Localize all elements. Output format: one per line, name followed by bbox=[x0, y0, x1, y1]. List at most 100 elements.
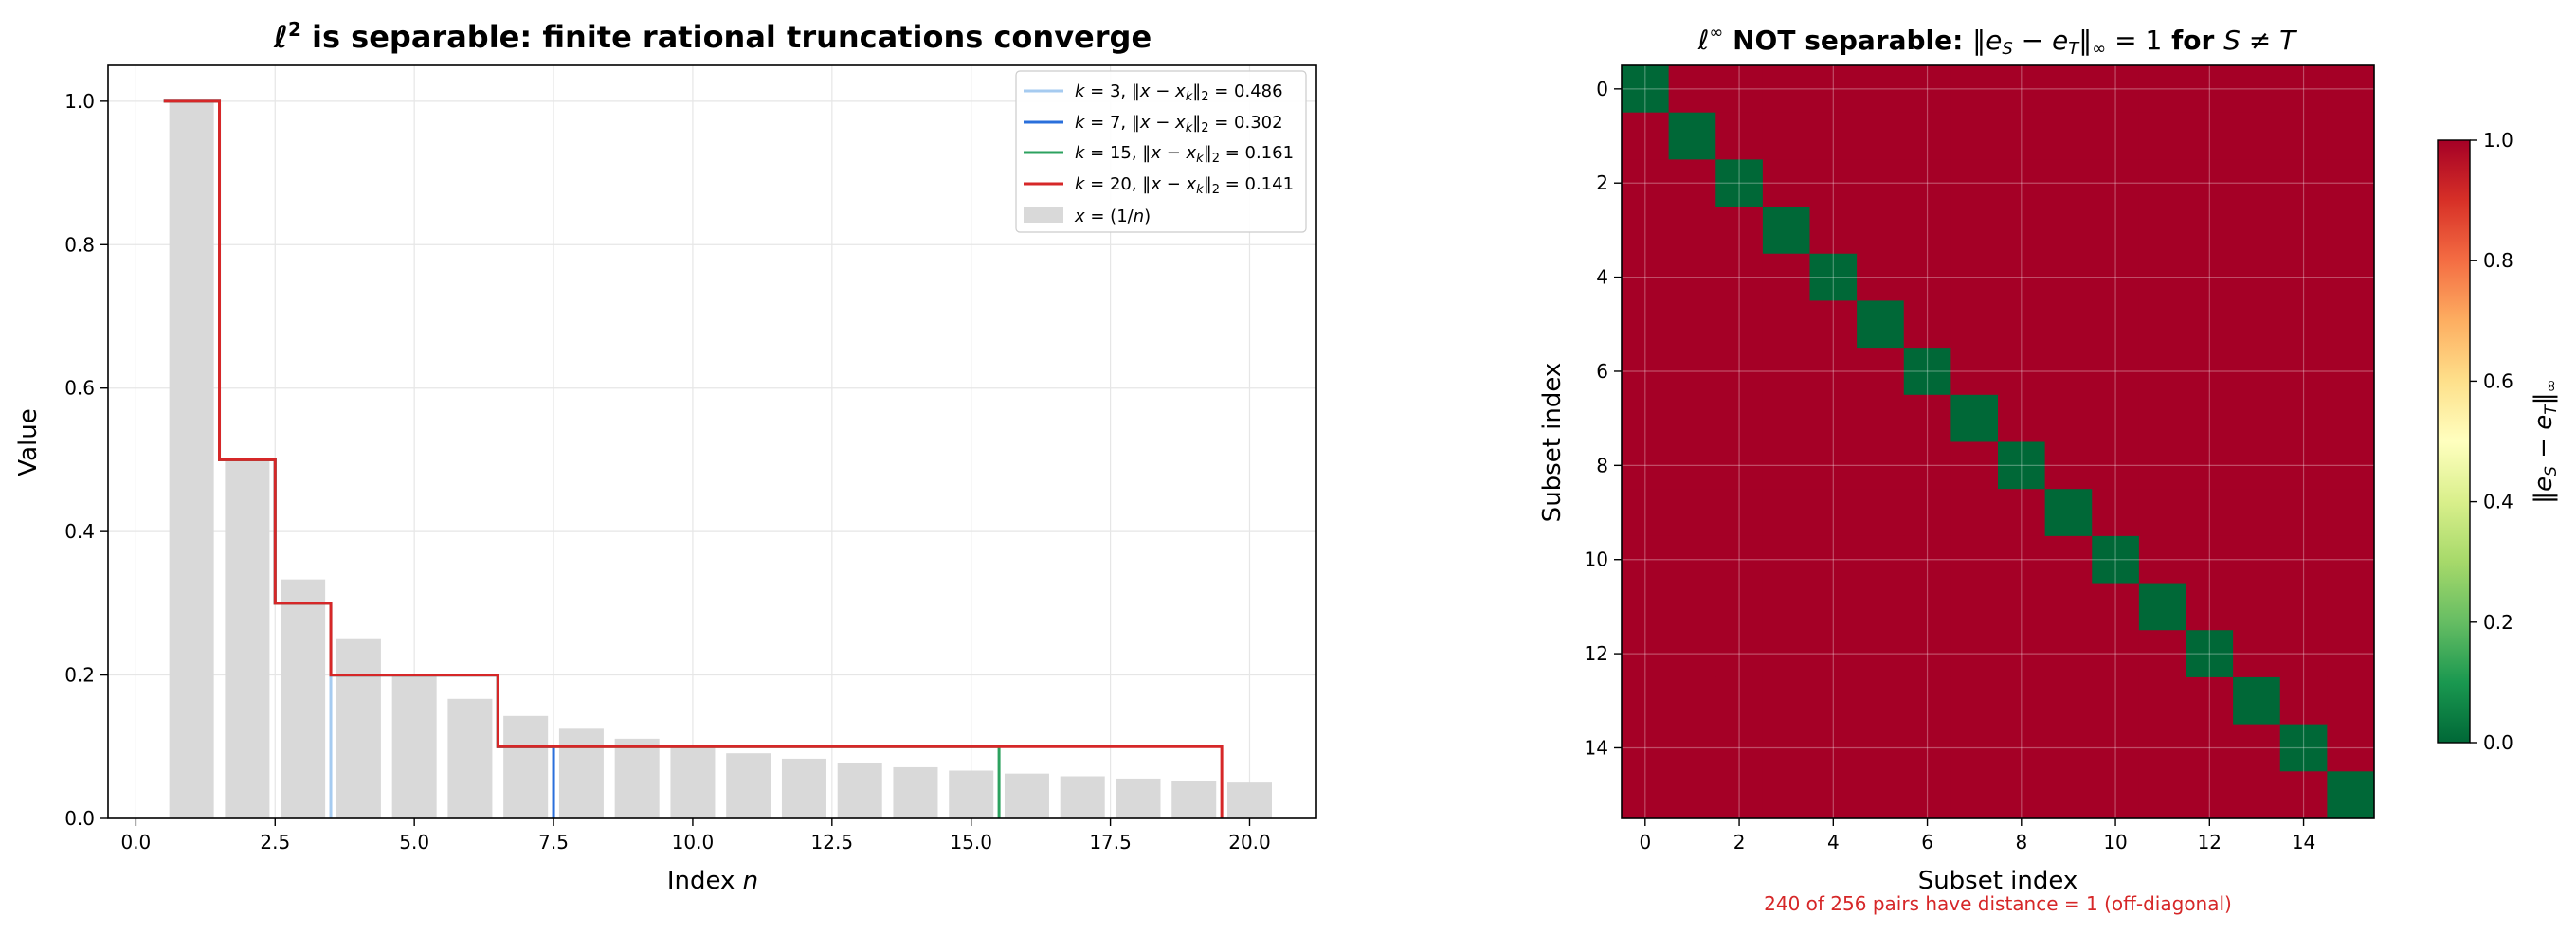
heatmap-cell bbox=[1857, 630, 1905, 678]
heatmap-cell bbox=[1668, 489, 1716, 537]
l2-x-tick-label: 0.0 bbox=[120, 831, 151, 853]
heatmap-cell bbox=[2044, 630, 2093, 678]
heatmap-cell bbox=[1715, 300, 1764, 349]
heatmap-cell bbox=[1715, 676, 1764, 726]
heatmap-cell bbox=[1762, 300, 1810, 349]
colorbar-tick-label: 1.0 bbox=[2483, 129, 2513, 152]
heatmap-cell bbox=[1998, 253, 2046, 301]
l2-y-tick-label: 0.0 bbox=[64, 807, 95, 830]
heatmap-cell bbox=[2138, 394, 2186, 442]
heatmap-cell bbox=[1950, 583, 1999, 631]
heatmap-cell bbox=[2327, 583, 2375, 631]
bar bbox=[1226, 782, 1272, 818]
heatmap-cell bbox=[1715, 159, 1764, 207]
heatmap-cell bbox=[2279, 112, 2328, 160]
heatmap-cell bbox=[1762, 159, 1810, 207]
heatmap-cell bbox=[1762, 207, 1810, 255]
bar bbox=[503, 715, 549, 818]
heatmap-cell bbox=[2092, 300, 2140, 349]
heatmap-cell bbox=[2186, 207, 2234, 255]
bar bbox=[1116, 778, 1161, 818]
heatmap-cell bbox=[2327, 65, 2375, 114]
colorbar-tick-label: 0.0 bbox=[2483, 731, 2513, 754]
heatmap-cell bbox=[1762, 535, 1810, 584]
colorbar-tick-label: 0.4 bbox=[2483, 491, 2513, 513]
heatmap-cell bbox=[1668, 676, 1716, 726]
heatmap-cell bbox=[2233, 583, 2281, 631]
heatmap-cell bbox=[2092, 535, 2140, 584]
heatmap-cell bbox=[1668, 583, 1716, 631]
heatmap-y-tick-label: 14 bbox=[1585, 736, 1608, 759]
heatmap-cell bbox=[1903, 676, 1951, 726]
heatmap-cell bbox=[1668, 394, 1716, 442]
heatmap-cell bbox=[1903, 348, 1951, 396]
heatmap-cell bbox=[2327, 535, 2375, 584]
l2-bars bbox=[169, 100, 1272, 819]
legend-label-k7: k = 7, ‖x − xk‖2 = 0.302 bbox=[1075, 113, 1283, 135]
heatmap-cell bbox=[1950, 207, 1999, 255]
heatmap-cell bbox=[1622, 676, 1670, 726]
heatmap-y-tick-label: 6 bbox=[1596, 360, 1608, 383]
heatmap-cell bbox=[1622, 489, 1670, 537]
heatmap-cell bbox=[2044, 535, 2093, 584]
heatmap-cell bbox=[2092, 583, 2140, 631]
heatmap-cell bbox=[2044, 441, 2093, 490]
heatmap-cell bbox=[1950, 300, 1999, 349]
legend-label-k3: k = 3, ‖x − xk‖2 = 0.486 bbox=[1075, 81, 1283, 104]
heatmap-cell bbox=[1998, 394, 2046, 442]
heatmap-cell bbox=[2327, 441, 2375, 490]
heatmap-cell bbox=[1762, 348, 1810, 396]
heatmap-cell bbox=[1622, 348, 1670, 396]
colorbar-label: ‖eS − eT‖∞ bbox=[2530, 379, 2561, 504]
heatmap-cell bbox=[1809, 159, 1858, 207]
heatmap-cell bbox=[1668, 535, 1716, 584]
heatmap-cell bbox=[1950, 630, 1999, 678]
heatmap-cell bbox=[1950, 724, 1999, 772]
heatmap-cells bbox=[1622, 65, 2375, 819]
heatmap-cell bbox=[2138, 159, 2186, 207]
heatmap-cell bbox=[1809, 676, 1858, 726]
l2-y-ticks: 0.0 0.2 0.4 0.6 0.8 1.0 bbox=[64, 90, 108, 830]
heatmap-cell bbox=[1998, 535, 2046, 584]
bar bbox=[391, 674, 437, 818]
heatmap-cell bbox=[1715, 253, 1764, 301]
bar bbox=[781, 758, 826, 818]
heatmap-cell bbox=[1903, 583, 1951, 631]
heatmap-cell bbox=[1622, 441, 1670, 490]
l2-x-tick-label: 20.0 bbox=[1228, 831, 1271, 853]
heatmap-cell bbox=[1998, 300, 2046, 349]
linf-chart: ℓ∞ NOT separable: ‖eS − eT‖∞ = 1 for S ≠… bbox=[1538, 23, 2561, 915]
heatmap-cell bbox=[2092, 676, 2140, 726]
heatmap-cell bbox=[2233, 489, 2281, 537]
heatmap-cell bbox=[1715, 583, 1764, 631]
heatmap-cell bbox=[1857, 583, 1905, 631]
heatmap-x-tick-label: 2 bbox=[1733, 831, 1746, 853]
heatmap-cell bbox=[1903, 489, 1951, 537]
heatmap-x-tick-label: 14 bbox=[2292, 831, 2315, 853]
heatmap-cell bbox=[2186, 394, 2234, 442]
heatmap-cell bbox=[1950, 535, 1999, 584]
heatmap-cell bbox=[2044, 65, 2093, 114]
heatmap-cell bbox=[2092, 65, 2140, 114]
series-line bbox=[163, 99, 1224, 818]
heatmap-cell bbox=[2044, 489, 2093, 537]
heatmap-cell bbox=[2044, 724, 2093, 772]
heatmap-cell bbox=[2044, 583, 2093, 631]
heatmap-cell bbox=[1715, 724, 1764, 772]
heatmap-cell bbox=[1857, 676, 1905, 726]
heatmap-cell bbox=[2092, 253, 2140, 301]
heatmap-x-tick-label: 10 bbox=[2103, 831, 2127, 853]
heatmap-cell bbox=[1998, 159, 2046, 207]
heatmap-cell bbox=[2279, 535, 2328, 584]
heatmap-cell bbox=[1998, 112, 2046, 160]
heatmap-cell bbox=[1998, 676, 2046, 726]
heatmap-y-tick-label: 0 bbox=[1596, 78, 1608, 100]
heatmap-cell bbox=[2279, 348, 2328, 396]
heatmap-cell bbox=[1668, 630, 1716, 678]
colorbar-tick-label: 0.2 bbox=[2483, 611, 2513, 634]
heatmap-cell bbox=[2092, 630, 2140, 678]
bar bbox=[1060, 776, 1105, 818]
heatmap-cell bbox=[2138, 207, 2186, 255]
heatmap-cell bbox=[1809, 724, 1858, 772]
